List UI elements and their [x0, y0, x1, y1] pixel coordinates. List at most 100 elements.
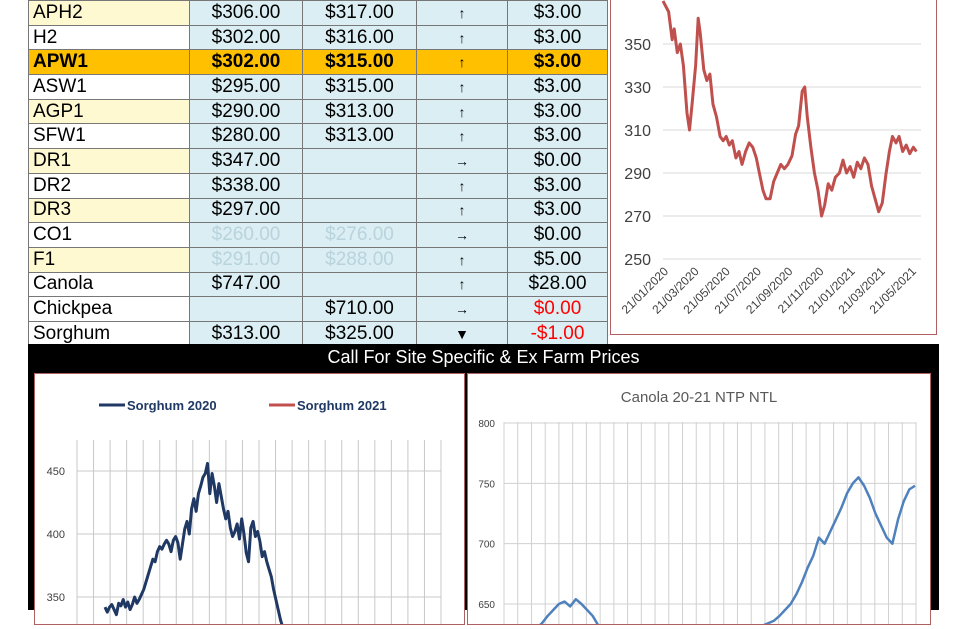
trend-arrow-icon: ↑ — [416, 24, 508, 51]
price-2-cell: $315.00 — [302, 74, 417, 100]
price-table: APH2 $306.00 $317.00 ↑ $3.00 H2 $302.00 $316.00… — [28, 0, 608, 347]
change-cell: -$1.00 — [507, 320, 608, 347]
change-cell: $0.00 — [507, 296, 608, 322]
price-table-body: APH2 $306.00 $317.00 ↑ $3.00 H2 $302.00 $316.00… — [28, 0, 608, 347]
price-1-cell: $260.00 — [189, 222, 303, 248]
grade-cell: F1 — [28, 246, 190, 273]
price-1-cell: $347.00 — [189, 148, 303, 174]
grade-cell: Sorghum — [28, 320, 190, 347]
price-1-cell: $302.00 — [189, 24, 303, 51]
y-tick-label: 290 — [624, 166, 651, 183]
grade-cell: ASW1 — [28, 74, 190, 100]
trend-arrow-icon: → — [416, 296, 508, 322]
price-2-cell — [302, 148, 417, 174]
sorghum-chart-svg: 350 400 450 Sorghum 2020 Sorghum 2021 — [47, 398, 442, 629]
grade-cell: APH2 — [28, 0, 190, 26]
grade-cell: APW1 — [28, 49, 190, 76]
price-row-dr3: DR3 $297.00 ↑ $3.00 — [28, 197, 608, 224]
y-tick-label: 450 — [47, 466, 65, 478]
change-cell: $3.00 — [507, 74, 608, 100]
trend-arrow-icon: ↑ — [416, 271, 508, 298]
left-margin — [0, 0, 28, 610]
price-1-cell: $297.00 — [189, 197, 303, 224]
apw1-price-chart-svg: 25027029031033035021/01/202021/03/202021… — [619, 0, 921, 317]
change-cell: $5.00 — [507, 246, 608, 273]
price-1-cell: $291.00 — [189, 246, 303, 273]
grade-cell: Canola — [28, 271, 190, 298]
change-cell: $3.00 — [507, 123, 608, 150]
price-1-cell: $295.00 — [189, 74, 303, 100]
y-tick-label: 700 — [478, 540, 495, 551]
site-specific-banner: Call For Site Specific & Ex Farm Prices — [28, 344, 939, 370]
sorghum-chart: 350 400 450 Sorghum 2020 Sorghum 2021 — [34, 373, 465, 629]
canola-chart: Canola 20-21 NTP NTL 650 700 750 800 — [467, 373, 931, 629]
price-row-aph2: APH2 $306.00 $317.00 ↑ $3.00 — [28, 0, 608, 26]
canola-chart-svg: Canola 20-21 NTP NTL 650 700 750 800 — [478, 389, 917, 629]
y-tick-label: 400 — [47, 529, 65, 541]
price-row-co1: CO1 $260.00 $276.00 → $0.00 — [28, 222, 608, 248]
grade-cell: SFW1 — [28, 123, 190, 150]
change-cell: $28.00 — [507, 271, 608, 298]
apw1-price-line — [661, 0, 918, 218]
grade-cell: DR3 — [28, 197, 190, 224]
trend-arrow-icon: ↑ — [416, 49, 508, 76]
change-cell: $3.00 — [507, 24, 608, 51]
price-row-asw1: ASW1 $295.00 $315.00 ↑ $3.00 — [28, 74, 608, 100]
price-2-cell: $316.00 — [302, 24, 417, 51]
apw1-price-chart: 250 270 290 310 330 350 21/01/2020 21/03/2020 21… — [610, 0, 937, 335]
price-2-cell: $710.00 — [302, 296, 417, 322]
y-tick-label: 750 — [478, 479, 495, 490]
grade-cell: H2 — [28, 24, 190, 51]
price-2-cell: $317.00 — [302, 0, 417, 26]
trend-arrow-icon: ↑ — [416, 123, 508, 150]
price-1-cell: $313.00 — [189, 320, 303, 347]
grade-cell: DR1 — [28, 148, 190, 174]
price-1-cell — [189, 296, 303, 322]
trend-arrow-icon: ↑ — [416, 172, 508, 199]
grade-cell: AGP1 — [28, 98, 190, 125]
change-cell: $3.00 — [507, 98, 608, 125]
grade-cell: Chickpea — [28, 296, 190, 322]
change-cell: $3.00 — [507, 0, 608, 26]
y-tick-label: 650 — [478, 600, 495, 611]
trend-arrow-icon: ↑ — [416, 246, 508, 273]
price-row-agp1: AGP1 $290.00 $313.00 ↑ $3.00 — [28, 98, 608, 125]
trend-arrow-icon: ↑ — [416, 0, 508, 26]
price-1-cell: $338.00 — [189, 172, 303, 199]
price-row-f1: F1 $291.00 $288.00 ↑ $5.00 — [28, 246, 608, 273]
price-2-cell: $288.00 — [302, 246, 417, 273]
y-tick-label: 310 — [624, 123, 651, 140]
price-2-cell: $276.00 — [302, 222, 417, 248]
price-2-cell: $325.00 — [302, 320, 417, 347]
trend-arrow-icon: ↑ — [416, 197, 508, 224]
price-row-chickpea: Chickpea $710.00 → $0.00 — [28, 296, 608, 322]
trend-arrow-icon: ↑ — [416, 98, 508, 125]
legend-label-2021: Sorghum 2021 — [297, 398, 387, 413]
change-cell: $0.00 — [507, 148, 608, 174]
sorghum-2020-line — [103, 461, 285, 629]
trend-arrow-icon: → — [416, 222, 508, 248]
price-row-sfw1: SFW1 $280.00 $313.00 ↑ $3.00 — [28, 123, 608, 150]
price-row-dr1: DR1 $347.00 → $0.00 — [28, 148, 608, 174]
price-2-cell — [302, 172, 417, 199]
price-row-canola: Canola $747.00 ↑ $28.00 — [28, 271, 608, 298]
price-1-cell: $280.00 — [189, 123, 303, 150]
price-row-apw1: APW1 $302.00 $315.00 ↑ $3.00 — [28, 49, 608, 76]
y-tick-label: 270 — [624, 209, 651, 226]
price-row-dr2: DR2 $338.00 ↑ $3.00 — [28, 172, 608, 199]
change-cell: $0.00 — [507, 222, 608, 248]
price-2-cell — [302, 271, 417, 298]
price-1-cell: $302.00 — [189, 49, 303, 76]
grade-cell: DR2 — [28, 172, 190, 199]
y-tick-label: 800 — [478, 419, 495, 430]
chart-title: Canola 20-21 NTP NTL — [621, 389, 777, 406]
price-2-cell: $313.00 — [302, 98, 417, 125]
grade-cell: CO1 — [28, 222, 190, 248]
price-row-h2: H2 $302.00 $316.00 ↑ $3.00 — [28, 24, 608, 51]
change-cell: $3.00 — [507, 197, 608, 224]
trend-arrow-icon: → — [416, 148, 508, 174]
price-1-cell: $290.00 — [189, 98, 303, 125]
price-2-cell: $315.00 — [302, 49, 417, 76]
y-tick-label: 350 — [624, 37, 651, 54]
price-2-cell — [302, 197, 417, 224]
